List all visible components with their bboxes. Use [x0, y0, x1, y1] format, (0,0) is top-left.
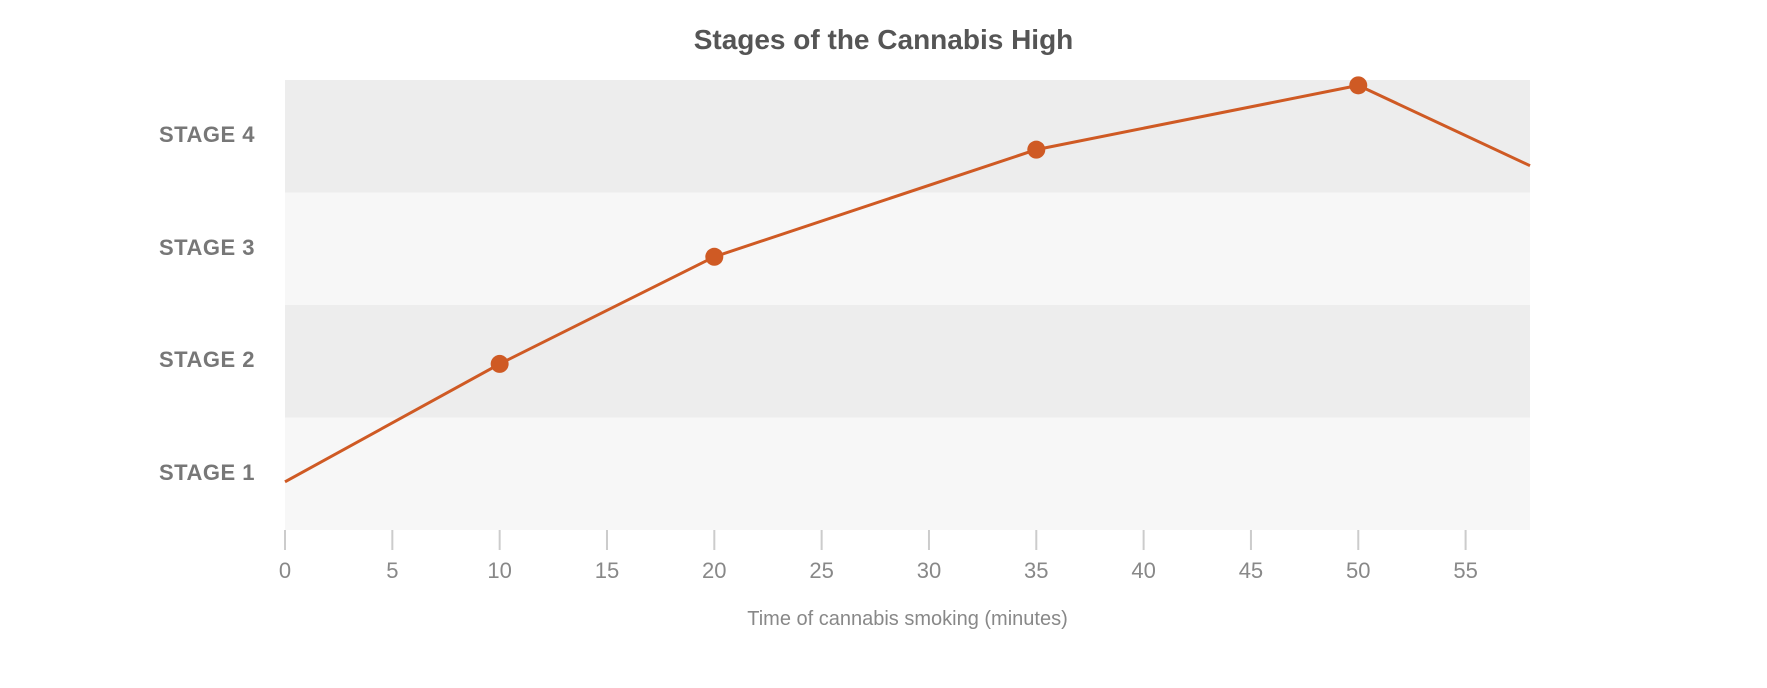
- x-tick-label: 50: [1328, 558, 1388, 584]
- data-point-marker: [491, 355, 509, 373]
- y-axis-label: STAGE 4: [0, 122, 255, 148]
- data-point-marker: [1349, 76, 1367, 94]
- x-axis-label: Time of cannabis smoking (minutes): [285, 608, 1530, 631]
- stage-band: [285, 193, 1530, 306]
- data-point-marker: [705, 248, 723, 266]
- x-tick-label: 55: [1436, 558, 1496, 584]
- stage-band: [285, 418, 1530, 531]
- plot-area: [0, 0, 1767, 688]
- x-tick-label: 5: [362, 558, 422, 584]
- x-tick-label: 0: [255, 558, 315, 584]
- x-tick-label: 30: [899, 558, 959, 584]
- x-tick-label: 20: [684, 558, 744, 584]
- x-tick-label: 45: [1221, 558, 1281, 584]
- data-point-marker: [1027, 141, 1045, 159]
- x-tick-label: 35: [1006, 558, 1066, 584]
- stage-band: [285, 80, 1530, 193]
- y-axis-label: STAGE 2: [0, 347, 255, 373]
- x-tick-label: 10: [470, 558, 530, 584]
- x-tick-label: 15: [577, 558, 637, 584]
- x-tick-label: 25: [792, 558, 852, 584]
- x-tick-label: 40: [1114, 558, 1174, 584]
- y-axis-label: STAGE 1: [0, 460, 255, 486]
- chart-container: { "chart": { "type": "line", "title": "S…: [0, 0, 1767, 688]
- y-axis-label: STAGE 3: [0, 235, 255, 261]
- stage-band: [285, 305, 1530, 418]
